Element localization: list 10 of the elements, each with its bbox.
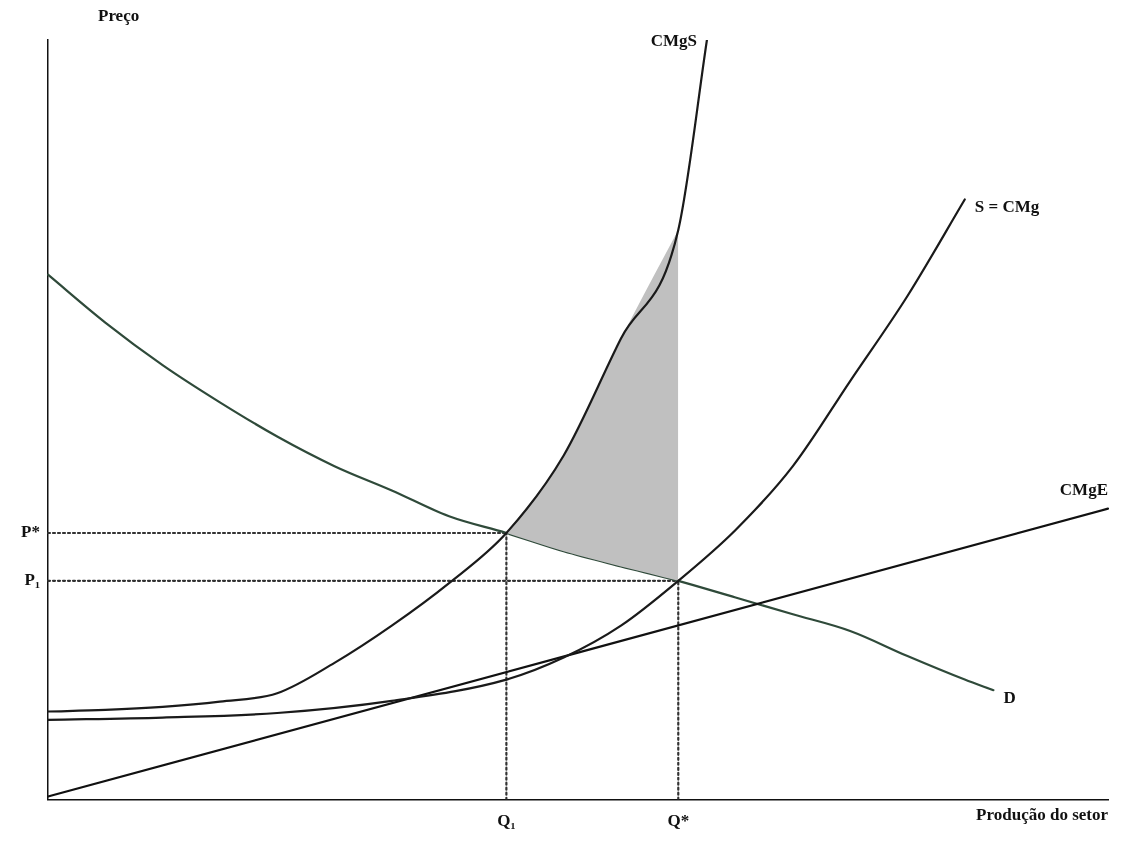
series-label: P₁ (24, 570, 40, 590)
series-label: S = CMg (974, 196, 1040, 216)
series-label: P* (21, 522, 40, 542)
series-label: CMgE (1059, 479, 1108, 499)
x-tick-label: Q* (667, 811, 690, 831)
x-axis-title: Produção do setor (976, 805, 1109, 825)
series-label: CMgS (650, 30, 697, 50)
y-axis-title: Preço (98, 5, 140, 25)
x-tick-label: Q₁ (497, 811, 516, 831)
series-label: D (1003, 687, 1016, 707)
